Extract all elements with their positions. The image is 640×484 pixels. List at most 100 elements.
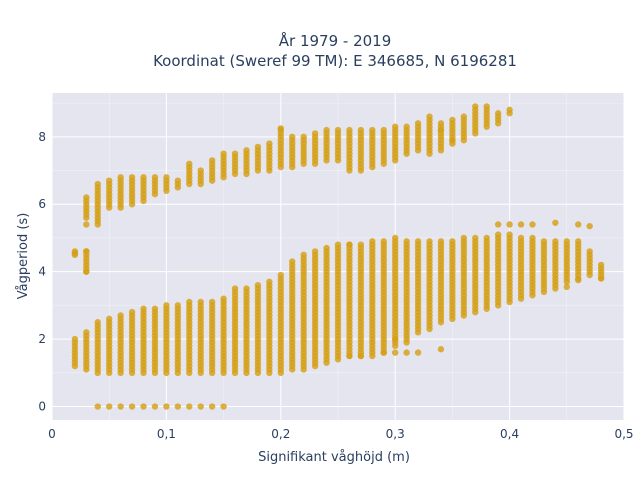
data-point	[128, 403, 136, 410]
y-tick-label: 4	[38, 265, 46, 279]
data-point	[380, 349, 387, 356]
data-point	[174, 302, 182, 309]
data-point	[151, 403, 159, 410]
data-point	[460, 113, 468, 120]
data-point	[94, 180, 101, 188]
data-point	[300, 251, 307, 259]
data-point	[117, 174, 124, 181]
data-point	[449, 137, 456, 144]
data-point	[220, 295, 227, 302]
data-point	[186, 403, 193, 410]
data-point	[83, 194, 90, 201]
data-point	[323, 126, 330, 134]
data-point	[506, 106, 513, 114]
y-tick-label: 2	[38, 332, 46, 346]
data-point	[563, 238, 570, 245]
data-point	[369, 352, 376, 360]
data-point	[106, 403, 113, 410]
data-point	[472, 103, 479, 110]
data-point	[197, 167, 204, 174]
chart-title-line1: År 1979 - 2019	[279, 31, 392, 50]
data-point	[552, 219, 559, 226]
data-point	[128, 308, 136, 316]
data-point	[494, 120, 502, 127]
data-point	[483, 234, 490, 242]
data-point	[300, 133, 307, 141]
data-point	[71, 249, 79, 257]
data-point	[106, 315, 113, 323]
data-point	[71, 335, 79, 343]
data-point	[437, 238, 445, 245]
x-tick-label: 0	[48, 427, 56, 441]
x-tick-label: 0,2	[271, 427, 290, 441]
data-point	[163, 403, 170, 410]
data-points	[71, 103, 605, 410]
data-point	[575, 221, 582, 228]
data-point	[529, 234, 536, 242]
data-point	[575, 238, 582, 245]
data-point	[83, 329, 90, 336]
data-point	[334, 241, 342, 248]
data-point	[151, 305, 159, 312]
data-point	[494, 221, 502, 228]
data-point	[357, 241, 365, 248]
data-point	[243, 285, 250, 292]
data-point	[323, 244, 330, 252]
data-point	[392, 335, 399, 343]
x-tick-label: 0,3	[386, 427, 405, 441]
data-point	[437, 120, 445, 127]
data-point	[575, 276, 582, 284]
data-point	[414, 349, 422, 356]
data-point	[208, 298, 216, 306]
data-point	[140, 305, 147, 312]
data-point	[597, 275, 605, 282]
data-point	[311, 248, 319, 255]
data-point	[83, 221, 90, 228]
data-point	[529, 221, 536, 228]
data-point	[346, 352, 353, 360]
data-point	[231, 285, 239, 292]
data-point	[426, 238, 433, 245]
data-point	[117, 312, 124, 319]
data-point	[311, 130, 319, 137]
data-point	[563, 283, 570, 291]
data-point	[483, 103, 490, 110]
data-point	[186, 160, 193, 167]
data-point	[94, 221, 101, 228]
data-point	[220, 150, 227, 157]
data-point	[403, 339, 410, 346]
data-point	[83, 268, 90, 275]
data-point	[597, 261, 605, 269]
data-point	[449, 116, 456, 124]
data-point	[449, 238, 456, 245]
data-point	[128, 174, 136, 181]
chart-title-line2: Koordinat (Sweref 99 TM): E 346685, N 61…	[153, 52, 517, 70]
data-point	[94, 403, 101, 410]
data-point	[140, 174, 147, 181]
data-point	[403, 349, 410, 356]
data-point	[586, 222, 593, 230]
data-point	[174, 403, 182, 410]
data-point	[380, 238, 387, 245]
data-point	[506, 221, 513, 228]
data-point	[552, 238, 559, 245]
data-point	[346, 241, 353, 248]
data-point	[517, 221, 525, 228]
data-point	[163, 174, 170, 181]
data-point	[357, 126, 365, 134]
x-tick-label: 0,5	[614, 427, 633, 441]
data-point	[369, 126, 376, 134]
y-axis-label: Vågperiod (s)	[16, 213, 31, 300]
data-point	[517, 234, 525, 242]
data-point	[197, 298, 204, 306]
data-point	[426, 113, 433, 120]
data-point	[494, 110, 502, 117]
data-point	[414, 238, 422, 245]
data-point	[220, 403, 227, 410]
data-point	[472, 234, 479, 242]
data-point	[392, 123, 399, 130]
data-point	[437, 126, 445, 134]
data-point	[254, 143, 262, 151]
data-point	[403, 123, 410, 130]
